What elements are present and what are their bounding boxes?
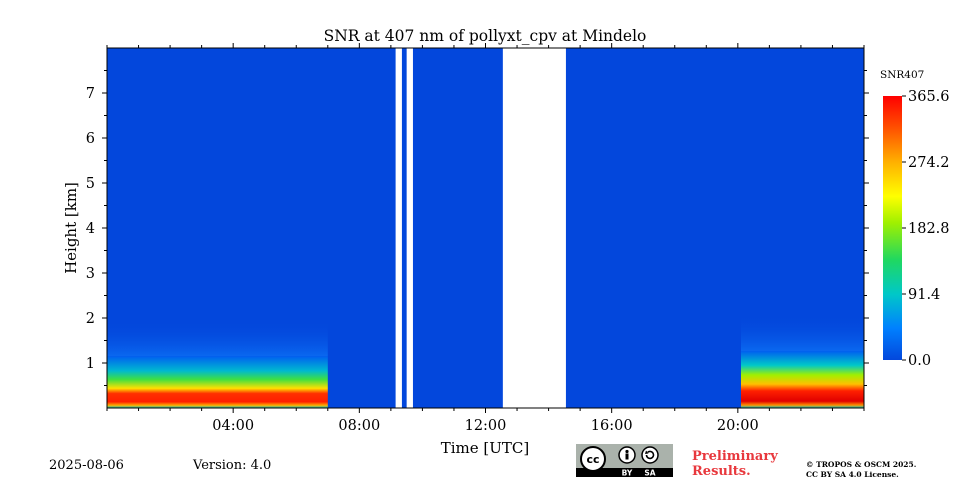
- no-data-gap: [395, 48, 402, 408]
- y-tick-label: 6: [86, 131, 95, 147]
- y-tick-label: 5: [86, 176, 95, 192]
- preliminary-line-2: Results.: [692, 464, 751, 479]
- y-tick-label: 1: [86, 356, 95, 372]
- no-data-gap: [406, 48, 413, 408]
- colorbar-tick-label: 91.4: [908, 287, 940, 303]
- x-tick-label: 08:00: [338, 418, 380, 434]
- y-axis-label: Height [km]: [62, 182, 80, 274]
- sa-share-icon: [641, 446, 659, 464]
- no-data-gap: [502, 48, 566, 408]
- boundary-layer-halo: [107, 320, 328, 357]
- chart-title: SNR at 407 nm of pollyxt_cpv at Mindelo: [324, 27, 647, 45]
- colorbar: [883, 96, 902, 360]
- boundary-layer-segment: [107, 356, 328, 408]
- heatmap-plot: [107, 48, 864, 408]
- colorbar-tick-label: 0.0: [908, 353, 931, 369]
- copyright-note: © TROPOS & OSCM 2025. CC BY SA 4.0 Licen…: [806, 460, 916, 480]
- colorbar-tick-label: 274.2: [908, 155, 950, 171]
- x-tick-label: 12:00: [465, 418, 507, 434]
- x-axis-label: Time [UTC]: [441, 439, 530, 457]
- y-tick-label: 2: [86, 311, 95, 327]
- x-tick-label: 16:00: [591, 418, 633, 434]
- x-tick-label: 20:00: [717, 418, 759, 434]
- colorbar-tick-label: 365.6: [908, 89, 950, 105]
- y-tick-label: 4: [86, 221, 95, 237]
- footer-version: Version: 4.0: [193, 458, 272, 473]
- x-axis: 04:00 08:00 12:00 16:00 20:00: [106, 43, 865, 434]
- y-tick-label: 7: [86, 86, 95, 102]
- copyright-line-2: CC BY SA 4.0 License.: [806, 470, 899, 479]
- footer-date: 2025-08-06: [49, 458, 124, 473]
- colorbar-label: SNR407: [880, 69, 924, 81]
- by-label: BY: [622, 469, 633, 478]
- x-tick-label: 04:00: [212, 418, 254, 434]
- cc-text: cc: [586, 453, 599, 466]
- preliminary-line-1: Preliminary: [692, 449, 778, 464]
- colorbar-tick-label: 182.8: [908, 221, 950, 237]
- colorbar-ticks: 0.0 91.4 182.8 274.2 365.6: [902, 89, 950, 369]
- boundary-layer-segment: [740, 351, 864, 408]
- boundary-layer-halo: [740, 315, 864, 352]
- preliminary-results-note: Preliminary Results.: [692, 449, 778, 479]
- y-tick-label: 3: [86, 266, 95, 282]
- cc-icon: [580, 446, 606, 472]
- cc-license-badge: cc BY SA: [576, 444, 673, 477]
- y-axis: 1 2 3 4 5 6 7: [86, 70, 869, 386]
- sa-label: SA: [644, 469, 655, 478]
- copyright-line-1: © TROPOS & OSCM 2025.: [806, 460, 917, 469]
